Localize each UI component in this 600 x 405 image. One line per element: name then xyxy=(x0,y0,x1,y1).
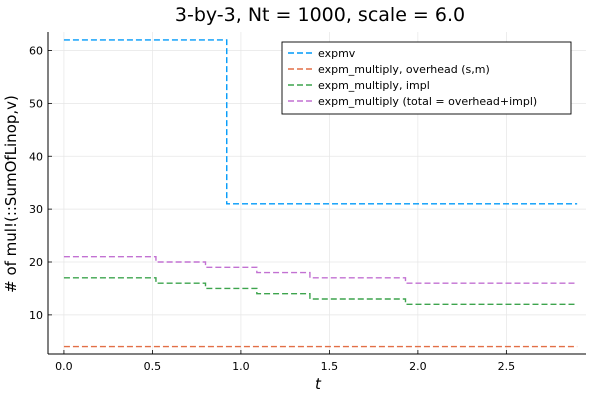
y-tick-label: 50 xyxy=(29,97,43,110)
legend: expmv expm_multiply, overhead (s,m) expm_m… xyxy=(281,41,572,115)
y-tick-label: 40 xyxy=(29,150,43,163)
y-tick-label: 20 xyxy=(29,256,43,269)
x-tick-label: 1.0 xyxy=(232,360,250,373)
series-line-4 xyxy=(63,256,578,284)
chart-title: 3-by-3, Nt = 1000, scale = 6.0 xyxy=(175,4,465,26)
y-tick-label: 10 xyxy=(29,309,43,322)
x-tick-labels: 0.0 0.5 1.0 1.5 2.0 2.5 xyxy=(55,360,515,373)
x-tick-label: 2.5 xyxy=(498,360,516,373)
series-group xyxy=(63,39,578,348)
y-tick-labels: 10 20 30 40 50 60 xyxy=(29,45,43,322)
legend-label: expm_multiply, overhead (s,m) xyxy=(318,63,490,76)
x-tick-label: 0.5 xyxy=(144,360,162,373)
plot-frame xyxy=(47,32,586,355)
legend-label: expm_multiply, impl xyxy=(318,79,430,92)
y-axis-label: # of mul!(::SumOfLinop,v) xyxy=(2,95,20,293)
legend-box xyxy=(281,41,572,115)
x-axis-label: t xyxy=(315,375,322,393)
legend-label: expm_multiply (total = overhead+impl) xyxy=(318,95,537,108)
series-line-3 xyxy=(63,277,578,305)
legend-label: expmv xyxy=(318,47,356,60)
x-tick-label: 2.0 xyxy=(409,360,427,373)
series-line-1 xyxy=(63,39,578,205)
x-tick-label: 0.0 xyxy=(55,360,73,373)
x-tick-label: 1.5 xyxy=(321,360,339,373)
y-tick-label: 30 xyxy=(29,203,43,216)
y-tick-label: 60 xyxy=(29,45,43,58)
